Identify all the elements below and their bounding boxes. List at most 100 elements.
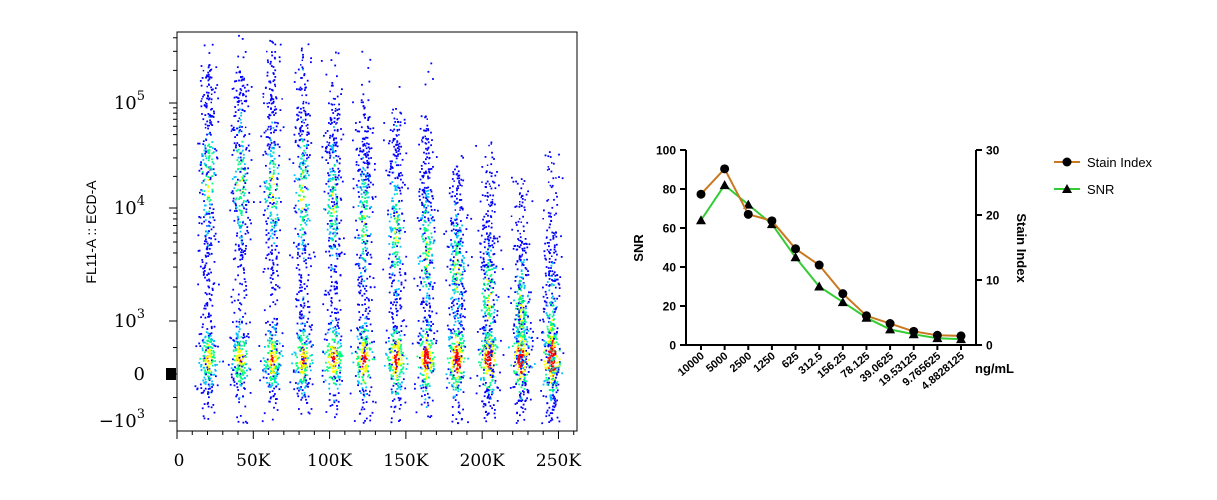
flow-event xyxy=(300,49,303,52)
flow-event xyxy=(425,250,428,253)
flow-event xyxy=(334,281,337,284)
flow-event xyxy=(423,281,426,283)
flow-event xyxy=(418,219,420,222)
flow-event xyxy=(336,145,339,148)
flow-event xyxy=(459,365,462,368)
flow-event xyxy=(356,253,358,256)
flow-event xyxy=(368,173,371,176)
flow-event xyxy=(393,279,395,282)
flow-event xyxy=(367,329,369,332)
flow-event xyxy=(486,308,489,311)
flow-event xyxy=(396,253,398,256)
flow-event xyxy=(306,127,309,129)
flow-event xyxy=(367,196,370,199)
flow-event xyxy=(269,337,271,339)
flow-event xyxy=(461,207,464,210)
flow-event xyxy=(265,164,267,167)
flow-event xyxy=(262,96,265,98)
flow-event xyxy=(250,159,253,161)
flow-event xyxy=(304,350,307,353)
flow-event xyxy=(360,382,363,385)
flow-event xyxy=(235,71,238,74)
flow-event xyxy=(486,288,489,290)
flow-event xyxy=(364,169,367,172)
flow-event xyxy=(198,216,201,218)
flow-event xyxy=(424,216,426,219)
flow-event xyxy=(244,247,247,250)
flow-event xyxy=(209,320,212,323)
flow-event xyxy=(452,228,455,231)
flow-event xyxy=(239,209,242,212)
flow-event xyxy=(391,227,394,230)
flow-event xyxy=(243,336,246,338)
flow-event xyxy=(270,353,272,355)
flow-event xyxy=(307,300,309,303)
flow-event xyxy=(333,366,336,369)
flow-event xyxy=(297,367,300,369)
flow-event xyxy=(428,249,431,251)
flow-event xyxy=(302,169,304,172)
flow-event xyxy=(456,202,458,204)
flow-event xyxy=(267,253,270,256)
flow-event xyxy=(424,356,427,359)
flow-event xyxy=(494,348,497,351)
flow-event xyxy=(429,357,432,360)
flow-event xyxy=(455,251,458,254)
flow-event xyxy=(359,333,361,336)
flow-event xyxy=(295,267,298,269)
flow-event xyxy=(301,396,304,399)
flow-event xyxy=(365,207,368,210)
flow-event xyxy=(305,262,307,265)
flow-event xyxy=(300,107,302,110)
flow-event xyxy=(211,158,213,161)
flow-event xyxy=(302,241,304,244)
flow-event xyxy=(300,367,303,370)
flow-event xyxy=(426,118,428,120)
flow-event xyxy=(427,415,429,418)
flow-event xyxy=(400,356,403,359)
flow-event xyxy=(202,313,205,316)
flow-event xyxy=(331,352,334,355)
flow-event xyxy=(244,167,246,170)
flow-event xyxy=(450,330,452,332)
flow-event xyxy=(392,351,395,353)
flow-event xyxy=(237,366,240,368)
flow-event xyxy=(400,281,403,284)
flow-event xyxy=(451,250,454,253)
flow-event xyxy=(454,395,457,398)
flow-event xyxy=(421,193,424,196)
flow-event xyxy=(208,210,211,213)
flow-event xyxy=(361,172,364,175)
flow-event xyxy=(458,180,460,182)
flow-event xyxy=(463,291,466,294)
flow-event xyxy=(455,234,458,237)
flow-event xyxy=(279,43,282,46)
flow-event xyxy=(428,396,431,399)
flow-event xyxy=(275,327,277,330)
flow-event xyxy=(300,157,303,160)
flow-event xyxy=(325,183,328,185)
flow-event xyxy=(274,364,277,367)
flow-event xyxy=(423,206,426,209)
flow-event xyxy=(245,363,248,365)
flow-event xyxy=(459,357,462,360)
flow-event xyxy=(275,125,278,128)
flow-event xyxy=(450,229,453,232)
flow-event xyxy=(209,221,212,224)
flow-event xyxy=(465,228,468,230)
flow-event xyxy=(234,278,237,281)
flow-event xyxy=(212,147,214,150)
flow-event xyxy=(238,321,241,323)
flow-event xyxy=(404,387,407,390)
flow-event xyxy=(206,403,209,405)
flow-event xyxy=(301,363,304,366)
flow-event xyxy=(274,342,277,345)
flow-event xyxy=(302,375,305,378)
flow-event xyxy=(364,153,367,155)
flow-event xyxy=(209,178,212,181)
flow-event xyxy=(298,279,301,282)
flow-event xyxy=(336,387,339,390)
flow-event xyxy=(446,357,449,360)
flow-event xyxy=(328,399,331,401)
flow-event xyxy=(266,358,269,361)
